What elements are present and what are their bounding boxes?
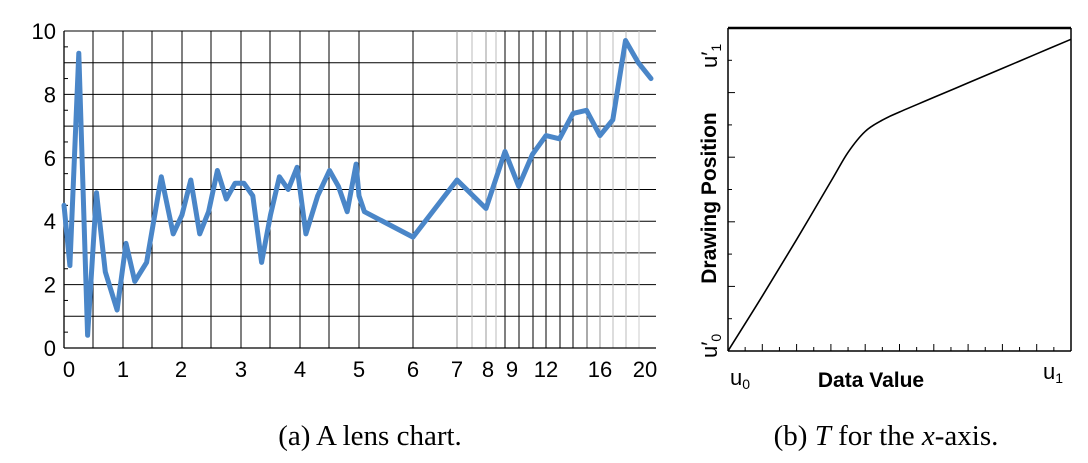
y-tick-label: 8 (44, 82, 56, 107)
transform-chart-minor-ticks (728, 59, 1055, 351)
lens-chart-x-tick-labels: 0 1 2 3 4 5 6 7 8 9 12 16 20 (63, 357, 657, 382)
lens-chart-series-line (61, 38, 654, 338)
y-tick-label: 0 (44, 336, 56, 361)
x-axis-end-label: u1 (1043, 359, 1063, 386)
transform-chart-caption: (b) T for the x-axis. (774, 420, 999, 452)
x-tick-label: 9 (506, 357, 518, 382)
x-axis-title: Data Value (818, 369, 924, 392)
y-axis-start-label: u′0 (697, 334, 724, 358)
y-axis-end-label: u′1 (697, 44, 724, 68)
x-axis-start-label: u0 (730, 365, 750, 392)
lens-chart-caption: (a) A lens chart. (278, 420, 462, 452)
transform-chart-axes (727, 26, 1072, 352)
x-tick-label: 20 (633, 357, 657, 382)
x-tick-label: 8 (482, 357, 494, 382)
x-tick-label: 2 (175, 357, 187, 382)
x-tick-label: 16 (588, 357, 612, 382)
lens-chart-axes (63, 31, 656, 349)
transform-curve (727, 38, 1072, 352)
x-tick-label: 7 (451, 357, 463, 382)
x-tick-label: 3 (235, 357, 247, 382)
y-tick-label: 2 (44, 273, 56, 298)
x-tick-label: 1 (117, 357, 129, 382)
y-tick-label: 10 (32, 19, 56, 44)
y-tick-label: 4 (44, 209, 56, 234)
transform-chart: u0 u1 Data Value u′0 u′1 Drawing Positio… (697, 26, 1072, 452)
y-axis-title: Drawing Position (698, 112, 721, 284)
x-tick-label: 4 (294, 357, 306, 382)
y-tick-label: 6 (44, 146, 56, 171)
x-tick-label: 5 (353, 357, 365, 382)
x-tick-label: 6 (407, 357, 419, 382)
x-tick-label: 12 (534, 357, 558, 382)
x-tick-label: 0 (63, 357, 75, 382)
lens-chart-y-tick-labels: 0 2 4 6 8 10 (32, 19, 56, 361)
